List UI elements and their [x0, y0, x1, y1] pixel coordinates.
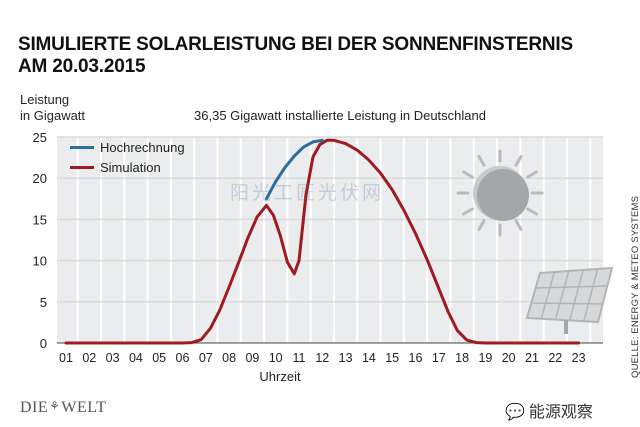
chart-subtitle: 36,35 Gigawatt installierte Leistung in …: [194, 108, 486, 123]
x-tick-10: 10: [269, 351, 283, 365]
x-tick-05: 05: [152, 351, 166, 365]
wechat-icon: 💬: [505, 404, 525, 421]
series-lines: [64, 138, 581, 345]
sun-ray: [462, 170, 474, 179]
x-tick-07: 07: [199, 351, 213, 365]
chart-title-line-1: SIMULIERTE SOLARLEISTUNG BEI DER SONNENF…: [18, 34, 573, 55]
x-tick-17: 17: [432, 351, 446, 365]
y-tick-10: 10: [33, 254, 47, 269]
logo: DIE⚘WELT: [20, 399, 106, 417]
panel-frame: [525, 266, 614, 324]
x-tick-04: 04: [129, 351, 143, 365]
sun-ray: [526, 170, 538, 179]
x-tick-13: 13: [339, 351, 353, 365]
x-tick-labels: 01 02 03 04 05 06 07 08 09 10 11 12 13 14 15 16 17 18 19 20…: [59, 351, 586, 365]
wechat-account-name: 能源观察: [528, 404, 593, 421]
y-tick-15: 15: [33, 212, 47, 227]
sun-ray: [477, 219, 486, 231]
y-tick-20: 20: [33, 171, 47, 186]
x-tick-11: 11: [293, 351, 306, 365]
sun-eclipse-icon: [456, 149, 544, 237]
x-tick-12: 12: [315, 351, 329, 365]
sun-ray: [462, 207, 474, 216]
source-note: QUELLE: ENERGY & METEO SYSTEMS: [630, 195, 640, 378]
legend-label-hochrechnung: Hochrechnung: [100, 139, 185, 155]
panel-cell-line: [535, 285, 608, 289]
moon-disc: [477, 169, 529, 221]
x-tick-08: 08: [222, 351, 236, 365]
panel-cell-line: [531, 302, 603, 305]
x-tick-15: 15: [385, 351, 399, 365]
logo-text-welt: WELT: [61, 399, 107, 416]
eagle-icon: ⚘: [49, 399, 61, 413]
x-tick-23: 23: [572, 351, 586, 365]
x-tick-22: 22: [548, 351, 562, 365]
x-tick-18: 18: [455, 351, 469, 365]
solar-panel-icon: [525, 266, 614, 334]
legend-swatch-hochrechnung: [70, 145, 94, 149]
x-tick-20: 20: [502, 351, 516, 365]
panel-cell-line: [568, 269, 584, 321]
y-tick-25: 25: [33, 130, 47, 145]
sun-ray: [477, 155, 486, 167]
legend-swatch-simulation: [70, 165, 94, 169]
panel-cell-line: [554, 270, 570, 320]
legend-item-simulation: Simulation: [70, 157, 185, 177]
logo-text-die: DIE: [20, 399, 49, 416]
x-axis-label: Uhrzeit: [259, 369, 301, 384]
x-tick-06: 06: [176, 351, 190, 365]
x-tick-16: 16: [409, 351, 423, 365]
x-tick-19: 19: [478, 351, 492, 365]
panel-cell-line: [540, 271, 556, 320]
x-tick-21: 21: [525, 351, 539, 365]
legend-label-simulation: Simulation: [100, 159, 161, 175]
chart-title: SIMULIERTE SOLARLEISTUNG BEI DER SONNENF…: [18, 34, 628, 78]
y-axis-label: Leistung in Gigawatt: [20, 92, 85, 124]
y-tick-labels: 0 5 10 15 20 25: [33, 130, 47, 351]
sun-ray: [514, 155, 523, 167]
y-axis-label-line-1: Leistung: [20, 92, 70, 107]
x-tick-14: 14: [362, 351, 376, 365]
panel-cell-line: [583, 268, 599, 322]
legend-item-hochrechnung: Hochrechnung: [70, 137, 185, 157]
series-line-simulation: [64, 138, 581, 345]
y-axis-label-line-2: in Gigawatt: [20, 108, 86, 123]
wechat-account: 💬 能源观察: [505, 398, 593, 422]
x-tick-03: 03: [106, 351, 120, 365]
x-tick-01: 01: [59, 351, 73, 365]
x-tick-09: 09: [245, 351, 259, 365]
chart-title-line-2: AM 20.03.2015: [18, 56, 146, 77]
sun-ray: [526, 207, 538, 216]
watermark: 阳光工匠光伏网: [230, 183, 385, 204]
y-tick-5: 5: [40, 295, 47, 310]
x-tick-02: 02: [82, 351, 96, 365]
legend: Hochrechnung Simulation: [70, 137, 185, 177]
y-tick-0: 0: [40, 336, 47, 351]
sun-ray: [514, 219, 523, 231]
series-line-hochrechnung: [264, 138, 324, 201]
